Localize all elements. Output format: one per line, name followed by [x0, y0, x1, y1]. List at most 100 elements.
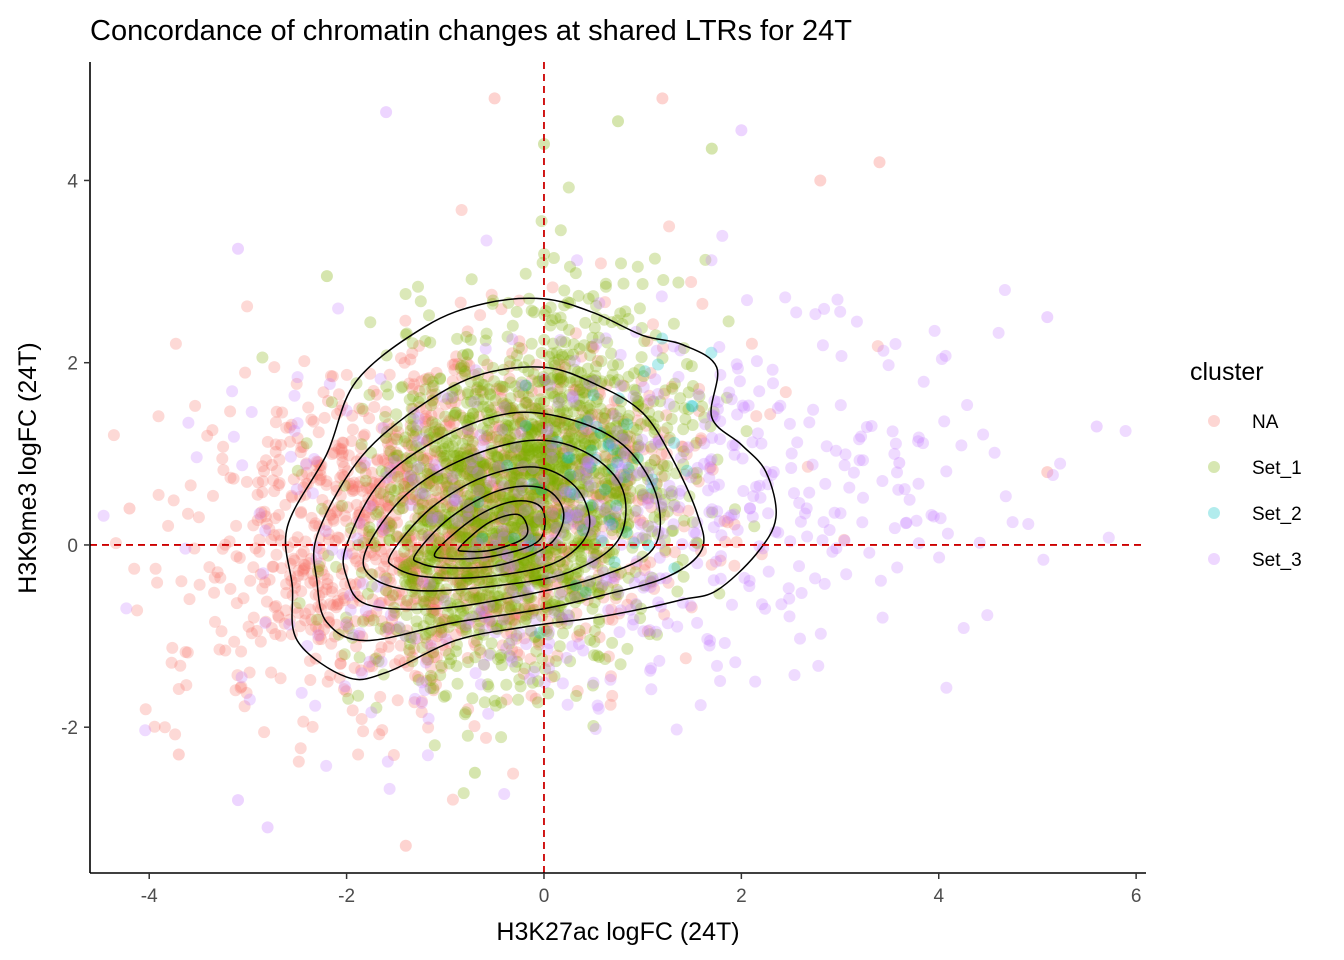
point	[399, 839, 412, 852]
point	[330, 560, 343, 573]
point	[519, 457, 532, 470]
point	[336, 499, 349, 512]
point	[419, 335, 432, 347]
point	[208, 586, 221, 599]
point	[528, 443, 541, 456]
point	[336, 456, 349, 468]
x-axis-ticks: -4 -2 0 2 4 6	[141, 873, 1141, 907]
point	[853, 454, 866, 467]
point	[386, 614, 398, 627]
point	[515, 376, 528, 389]
point	[162, 519, 175, 532]
point	[370, 388, 383, 401]
point	[546, 347, 559, 360]
point	[605, 603, 618, 616]
point	[511, 410, 524, 423]
point	[299, 488, 312, 501]
point	[269, 512, 282, 525]
point	[292, 755, 305, 768]
point	[348, 476, 360, 489]
point	[650, 344, 663, 357]
point	[490, 472, 503, 485]
point	[152, 488, 165, 501]
point	[531, 454, 544, 467]
point	[392, 531, 405, 544]
point	[425, 513, 438, 526]
point	[327, 512, 340, 525]
point	[471, 537, 484, 550]
point	[522, 513, 535, 526]
point	[400, 578, 413, 591]
point	[527, 555, 540, 568]
point	[424, 506, 437, 519]
point	[344, 604, 357, 616]
point	[131, 604, 144, 617]
point	[409, 560, 422, 573]
point	[597, 440, 610, 453]
point	[407, 544, 420, 557]
point	[542, 447, 555, 460]
point	[513, 649, 526, 661]
point	[426, 575, 439, 588]
point	[562, 505, 574, 518]
point	[593, 472, 606, 485]
point	[239, 366, 252, 379]
point	[431, 539, 443, 552]
point	[569, 384, 582, 396]
point	[500, 534, 513, 547]
point	[302, 557, 315, 570]
point	[356, 667, 368, 680]
point	[320, 270, 333, 283]
point	[396, 460, 409, 473]
point	[107, 429, 120, 442]
point	[454, 531, 467, 543]
point	[420, 653, 433, 666]
point	[977, 428, 990, 441]
point	[383, 524, 395, 537]
point	[541, 603, 554, 616]
point	[480, 589, 493, 602]
point	[574, 383, 587, 396]
point	[604, 673, 617, 686]
point	[528, 519, 541, 532]
point	[452, 588, 465, 601]
point	[410, 424, 423, 437]
point	[341, 620, 354, 633]
point	[416, 452, 429, 465]
point	[625, 469, 638, 481]
point	[417, 432, 430, 445]
point	[490, 605, 503, 618]
point	[542, 415, 555, 428]
point	[224, 582, 237, 595]
point	[433, 613, 446, 625]
point	[575, 350, 588, 363]
point	[623, 435, 635, 448]
point	[684, 599, 697, 612]
point	[790, 306, 803, 319]
point	[659, 545, 672, 558]
point	[576, 483, 588, 496]
point	[320, 475, 333, 488]
point	[610, 447, 623, 460]
point	[565, 488, 578, 501]
point	[446, 602, 459, 615]
point	[655, 470, 668, 483]
point	[270, 600, 282, 612]
point	[582, 485, 595, 498]
point	[491, 526, 503, 538]
point	[182, 507, 194, 520]
point	[261, 821, 274, 834]
point	[422, 373, 435, 386]
point	[515, 499, 527, 511]
point	[785, 447, 798, 460]
point	[474, 429, 487, 441]
point	[449, 628, 462, 641]
point	[448, 381, 461, 394]
point	[295, 441, 308, 454]
point	[642, 520, 655, 532]
point	[835, 350, 848, 362]
point	[387, 749, 400, 761]
point	[465, 452, 478, 465]
point	[398, 552, 411, 565]
point	[546, 504, 559, 517]
